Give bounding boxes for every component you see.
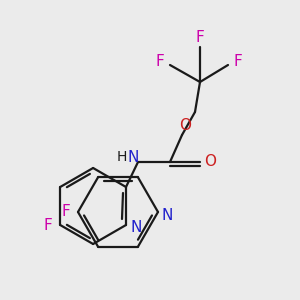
Text: F: F	[196, 29, 204, 44]
Text: N: N	[161, 208, 173, 223]
Text: N: N	[130, 220, 142, 236]
Text: F: F	[156, 55, 164, 70]
Text: N: N	[127, 149, 139, 164]
Text: O: O	[179, 118, 191, 133]
Text: O: O	[204, 154, 216, 169]
Text: F: F	[234, 55, 242, 70]
Text: F: F	[61, 205, 70, 220]
Text: H: H	[117, 150, 127, 164]
Text: F: F	[44, 218, 52, 232]
